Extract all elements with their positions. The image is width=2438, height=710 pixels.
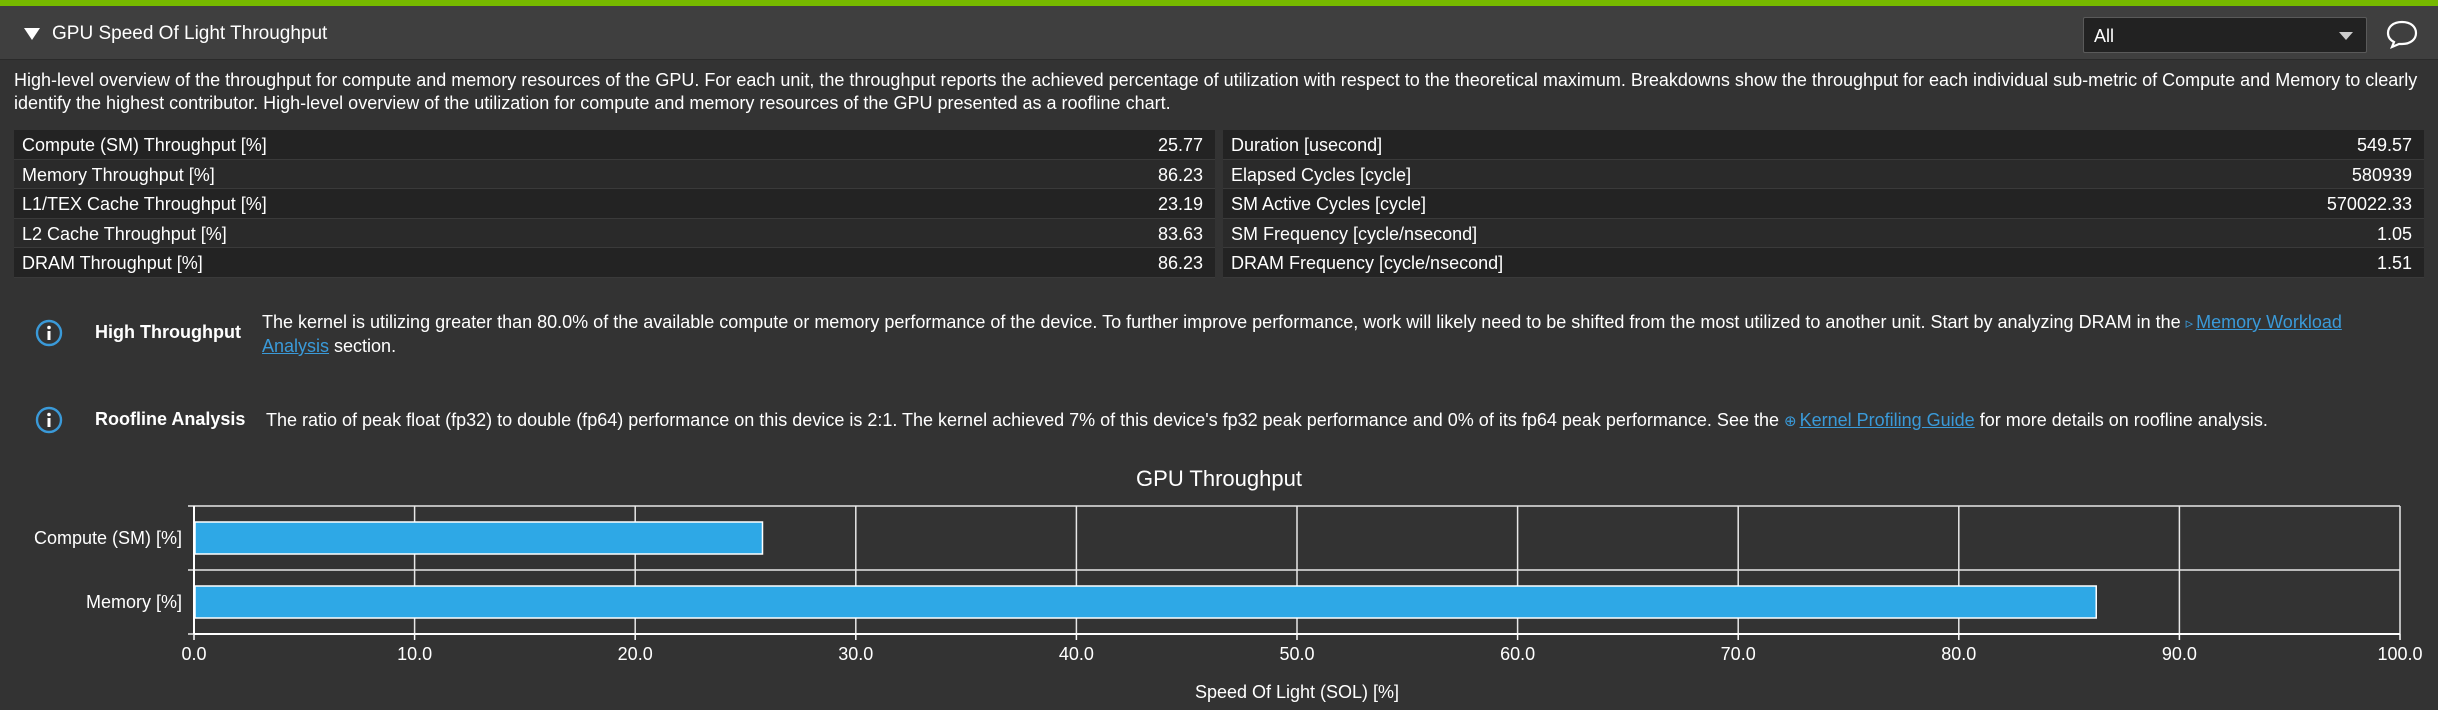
info-text-body: The kernel is utilizing greater than 80.… xyxy=(262,312,2186,332)
info-text-body: The ratio of peak float (fp32) to double… xyxy=(266,410,1784,430)
info-roofline-analysis: Roofline Analysis The ratio of peak floa… xyxy=(0,404,2438,436)
x-tick-label: 70.0 xyxy=(1721,644,1756,664)
x-tick-label: 40.0 xyxy=(1059,644,1094,664)
metric-value: 580939 xyxy=(2351,164,2412,185)
kernel-profiling-guide-link[interactable]: Kernel Profiling Guide xyxy=(1799,410,1975,430)
filter-dropdown[interactable]: All xyxy=(2083,17,2367,53)
x-tick-label: 0.0 xyxy=(181,644,206,664)
metric-value: 23.19 xyxy=(1157,194,1203,215)
metric-label: SM Active Cycles [cycle] xyxy=(1231,194,1427,215)
info-title: High Throughput xyxy=(95,322,241,342)
collapse-triangle-icon[interactable] xyxy=(22,26,42,42)
info-text: The ratio of peak float (fp32) to double… xyxy=(266,409,2426,433)
info-icon xyxy=(35,319,63,347)
metric-label: L2 Cache Throughput [%] xyxy=(22,223,227,244)
section-header[interactable]: GPU Speed Of Light Throughput All xyxy=(0,6,2438,60)
metric-row: Compute (SM) Throughput [%] 25.77 xyxy=(14,130,1215,160)
chevron-down-icon xyxy=(2339,32,2353,40)
globe-icon: ⊕ xyxy=(1784,413,1797,430)
y-category-label: Memory [%] xyxy=(86,592,182,612)
metric-label: Compute (SM) Throughput [%] xyxy=(22,135,267,155)
metric-row: DRAM Throughput [%] 86.23 xyxy=(14,248,1215,278)
x-tick-label: 90.0 xyxy=(2162,644,2197,664)
metrics-column-right: Duration [usecond] 549.57 Elapsed Cycles… xyxy=(1223,130,2424,278)
metric-value: 570022.33 xyxy=(2326,194,2412,215)
metric-value: 86.23 xyxy=(1157,164,1203,185)
metric-value: 86.23 xyxy=(1157,253,1203,274)
x-tick-label: 50.0 xyxy=(1279,644,1314,664)
metric-label: SM Frequency [cycle/nsecond] xyxy=(1231,223,1478,244)
section-accent-bar xyxy=(0,0,2438,6)
metric-label: Memory Throughput [%] xyxy=(22,164,215,185)
metric-row: SM Active Cycles [cycle] 570022.33 xyxy=(1223,189,2424,219)
info-high-throughput: High Throughput The kernel is utilizing … xyxy=(0,307,2438,367)
bar xyxy=(194,521,764,555)
metric-row: Memory Throughput [%] 86.23 xyxy=(14,159,1215,190)
metric-value: 1.05 xyxy=(2376,223,2412,244)
metric-value: 25.77 xyxy=(1157,135,1203,155)
chart-title: GPU Throughput xyxy=(1136,466,1302,491)
x-axis-label: Speed Of Light (SOL) [%] xyxy=(1195,682,1399,702)
metric-label: Elapsed Cycles [cycle] xyxy=(1231,164,1412,185)
x-tick-label: 10.0 xyxy=(397,644,432,664)
metric-label: DRAM Frequency [cycle/nsecond] xyxy=(1231,253,1504,274)
filter-selected-value: All xyxy=(2094,26,2115,46)
info-icon xyxy=(35,406,63,434)
metric-row: DRAM Frequency [cycle/nsecond] 1.51 xyxy=(1223,248,2424,278)
metric-value: 549.57 xyxy=(2356,135,2412,155)
metric-row: SM Frequency [cycle/nsecond] 1.05 xyxy=(1223,218,2424,249)
link-arrow-icon: ▹ xyxy=(2185,315,2194,332)
x-tick-label: 20.0 xyxy=(618,644,653,664)
x-tick-label: 30.0 xyxy=(838,644,873,664)
x-tick-label: 80.0 xyxy=(1941,644,1976,664)
metric-row: Elapsed Cycles [cycle] 580939 xyxy=(1223,159,2424,190)
metric-value: 1.51 xyxy=(2376,253,2412,274)
gpu-throughput-chart: 0.0 10.0 20.0 30.0 40.0 50.0 60.0 70.0 80.0 90.0 1… xyxy=(34,505,2423,702)
comment-icon[interactable] xyxy=(2384,16,2420,52)
memory-workload-link[interactable]: Memory Workload xyxy=(2196,312,2342,332)
x-tick-label: 60.0 xyxy=(1500,644,1535,664)
y-category-label: Compute (SM) [%] xyxy=(34,528,182,548)
info-text: The kernel is utilizing greater than 80.… xyxy=(262,311,2412,357)
metric-value: 83.63 xyxy=(1157,223,1203,244)
info-title: Roofline Analysis xyxy=(95,409,246,429)
metric-label: DRAM Throughput [%] xyxy=(22,253,203,274)
metrics-table: Compute (SM) Throughput [%] 25.77 Memory… xyxy=(14,130,2424,278)
section-title: GPU Speed Of Light Throughput xyxy=(52,23,328,44)
metric-row: Duration [usecond] 549.57 xyxy=(1223,130,2424,160)
metrics-column-left: Compute (SM) Throughput [%] 25.77 Memory… xyxy=(14,130,1215,278)
section-description: High-level overview of the throughput fo… xyxy=(14,70,2418,113)
bar xyxy=(194,585,2097,619)
info-text-tail: section. xyxy=(329,336,397,356)
metric-row: L2 Cache Throughput [%] 83.63 xyxy=(14,218,1215,249)
metric-row: L1/TEX Cache Throughput [%] 23.19 xyxy=(14,189,1215,219)
memory-workload-link-continued[interactable]: Analysis xyxy=(262,336,330,356)
x-tick-label: 100.0 xyxy=(2377,644,2422,664)
metric-label: Duration [usecond] xyxy=(1231,135,1383,155)
metric-label: L1/TEX Cache Throughput [%] xyxy=(22,194,267,215)
info-text-tail: for more details on roofline analysis. xyxy=(1974,410,2268,430)
